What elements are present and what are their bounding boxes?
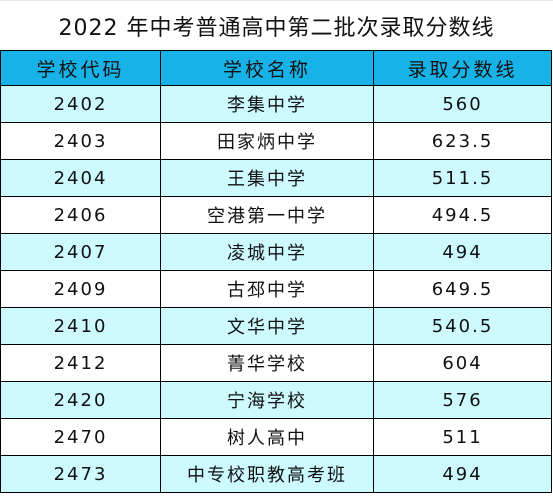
score-cell: 494.5 xyxy=(373,196,552,234)
table-row: 2402 李集中学 560 xyxy=(0,85,552,123)
school-name-cell: 中专校职教高考班 xyxy=(160,455,374,493)
school-code-cell: 2409 xyxy=(0,270,161,308)
score-cell: 511 xyxy=(373,418,552,456)
score-cell: 623.5 xyxy=(373,122,552,160)
school-code-cell: 2404 xyxy=(0,159,161,197)
school-code-cell: 2420 xyxy=(0,381,161,419)
school-code-cell: 2412 xyxy=(0,344,161,382)
table-row: 2473 中专校职教高考班 494 xyxy=(0,455,552,493)
school-name-cell: 菁华学校 xyxy=(160,344,374,382)
table-row: 2410 文华中学 540.5 xyxy=(0,307,552,345)
table-row: 2404 王集中学 511.5 xyxy=(0,159,552,197)
score-cell: 576 xyxy=(373,381,552,419)
school-name-cell: 空港第一中学 xyxy=(160,196,374,234)
school-name-cell: 宁海学校 xyxy=(160,381,374,419)
table-row: 2403 田家炳中学 623.5 xyxy=(0,122,552,160)
table-title: 2022 年中考普通高中第二批次录取分数线 xyxy=(0,0,553,50)
school-code-cell: 2403 xyxy=(0,122,161,160)
table-row: 2407 凌城中学 494 xyxy=(0,233,552,271)
score-cell: 560 xyxy=(373,85,552,123)
score-table: 学校代码 学校名称 录取分数线 2402 李集中学 560 2403 田家炳中学… xyxy=(0,50,552,493)
school-code-cell: 2406 xyxy=(0,196,161,234)
school-code-cell: 2470 xyxy=(0,418,161,456)
school-code-cell: 2402 xyxy=(0,85,161,123)
header-row: 学校代码 学校名称 录取分数线 xyxy=(0,50,552,86)
score-cell: 511.5 xyxy=(373,159,552,197)
school-code-cell: 2473 xyxy=(0,455,161,493)
school-name-cell: 凌城中学 xyxy=(160,233,374,271)
score-cell: 649.5 xyxy=(373,270,552,308)
score-cell: 494 xyxy=(373,233,552,271)
table-row: 2409 古邳中学 649.5 xyxy=(0,270,552,308)
score-cell: 494 xyxy=(373,455,552,493)
score-cell: 540.5 xyxy=(373,307,552,345)
school-name-cell: 文华中学 xyxy=(160,307,374,345)
header-admission-score: 录取分数线 xyxy=(373,50,552,86)
school-name-cell: 李集中学 xyxy=(160,85,374,123)
school-code-cell: 2407 xyxy=(0,233,161,271)
header-school-code: 学校代码 xyxy=(0,50,161,86)
table-row: 2406 空港第一中学 494.5 xyxy=(0,196,552,234)
table-row: 2420 宁海学校 576 xyxy=(0,381,552,419)
school-name-cell: 古邳中学 xyxy=(160,270,374,308)
score-cell: 604 xyxy=(373,344,552,382)
table-row: 2412 菁华学校 604 xyxy=(0,344,552,382)
table-row: 2470 树人高中 511 xyxy=(0,418,552,456)
school-name-cell: 树人高中 xyxy=(160,418,374,456)
school-name-cell: 王集中学 xyxy=(160,159,374,197)
school-code-cell: 2410 xyxy=(0,307,161,345)
school-name-cell: 田家炳中学 xyxy=(160,122,374,160)
header-school-name: 学校名称 xyxy=(160,50,374,86)
